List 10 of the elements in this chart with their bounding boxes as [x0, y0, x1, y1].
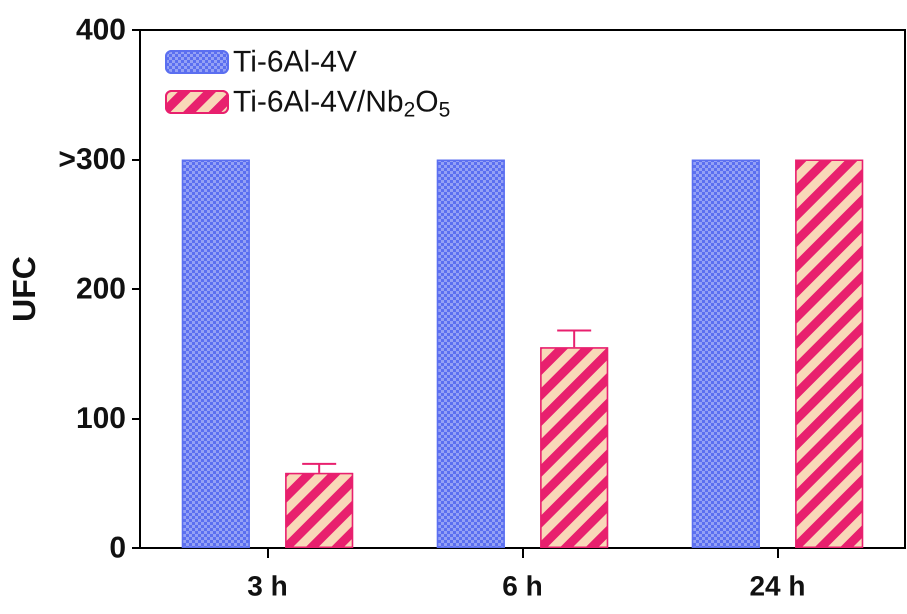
x-tick-label: 6 h	[502, 570, 543, 602]
y-tick-label: 400	[76, 14, 126, 46]
y-tick-label: 0	[109, 532, 126, 564]
y-axis-title: UFC	[6, 256, 42, 322]
y-tick-label: 100	[76, 402, 126, 435]
y-tick-label: 200	[76, 272, 126, 306]
x-tick-label: 3 h	[247, 570, 288, 602]
x-tick-label: 24 h	[749, 570, 806, 602]
y-tick-label: >300	[58, 143, 126, 176]
legend-label: Ti-6Al-4V	[233, 46, 357, 78]
